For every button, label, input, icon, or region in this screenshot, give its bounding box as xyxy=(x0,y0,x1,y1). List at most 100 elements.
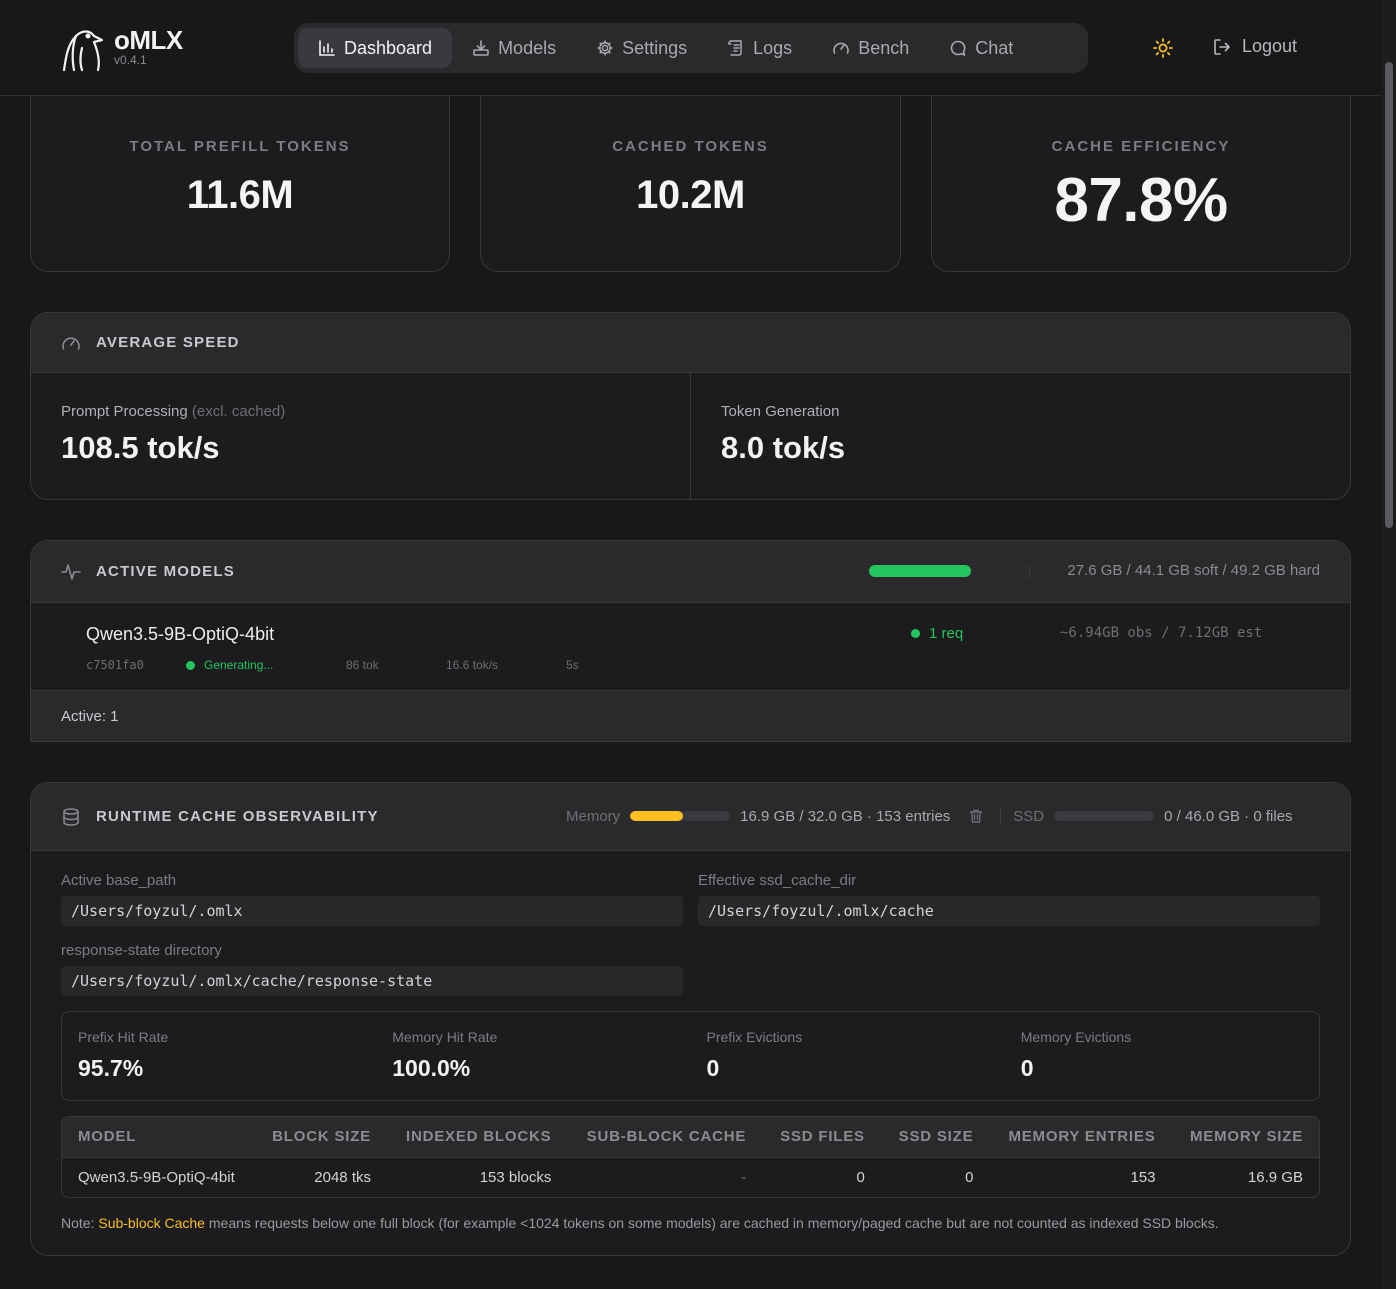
cache-note: Note: Sub-block Cache means requests bel… xyxy=(61,1215,1219,1231)
request-count-label: 1 req xyxy=(929,625,964,642)
model-id: c7501fa0 xyxy=(86,658,144,672)
nav-dashboard-label: Dashboard xyxy=(344,37,433,58)
logout-label: Logout xyxy=(1242,36,1298,56)
nav-models-label: Models xyxy=(498,37,557,58)
activity-icon xyxy=(61,562,81,582)
nav-bench[interactable]: Bench xyxy=(812,28,929,68)
base-path-field[interactable]: /Users/foyzul/.omlx xyxy=(61,896,683,926)
stat-value: 11.6M xyxy=(186,173,294,217)
panel-title: RUNTIME CACHE OBSERVABILITY xyxy=(96,808,379,825)
metric-value: 0 xyxy=(1020,1055,1034,1081)
prompt-processing-stat: Prompt Processing (excl. cached) 108.5 t… xyxy=(31,373,690,499)
nav-models[interactable]: Models xyxy=(452,28,576,68)
stat-label: CACHE EFFICIENCY xyxy=(1051,138,1231,155)
stat-label: TOTAL PREFILL TOKENS xyxy=(129,138,351,155)
app-version: v0.4.1 xyxy=(114,53,147,67)
active-models-panel: ACTIVE MODELS 27.6 GB / 44.1 GB soft / 4… xyxy=(30,540,1351,742)
memory-cache-fill xyxy=(630,811,684,821)
metric-prefix-hit-rate: Prefix Hit Rate 95.7% xyxy=(62,1012,376,1100)
stat-card-efficiency: CACHE EFFICIENCY 87.8% xyxy=(931,96,1351,272)
stat-value: 87.8% xyxy=(1054,166,1228,235)
database-icon xyxy=(61,807,81,827)
nav-bench-label: Bench xyxy=(858,37,910,58)
column-header[interactable]: SSD FILES xyxy=(762,1117,881,1158)
table-row[interactable]: Qwen3.5-9B-OptiQ-4bit 2048 tks 153 block… xyxy=(62,1157,1319,1197)
request-count: 1 req xyxy=(911,625,963,642)
trash-icon xyxy=(970,809,983,823)
ssd-cache-bar xyxy=(1054,811,1155,821)
nav-chat[interactable]: Chat xyxy=(929,28,1033,68)
metric-prefix-evictions: Prefix Evictions 0 xyxy=(691,1012,1005,1100)
metric-label: Prefix Hit Rate xyxy=(78,1029,169,1045)
nav-dashboard[interactable]: Dashboard xyxy=(298,28,453,68)
metric-value: 100.0% xyxy=(392,1055,471,1081)
gauge-icon xyxy=(832,39,850,57)
metric-memory-hit-rate: Memory Hit Rate 100.0% xyxy=(376,1012,690,1100)
divider xyxy=(1029,565,1030,579)
memory-usage-fill xyxy=(869,565,971,577)
nav-logs[interactable]: Logs xyxy=(707,28,812,68)
memory-cache-label: Memory xyxy=(566,807,621,825)
panel-header: RUNTIME CACHE OBSERVABILITY Memory 16.9 … xyxy=(31,783,1350,851)
metric-label: Prefix Evictions xyxy=(706,1029,803,1045)
model-name: Qwen3.5-9B-OptiQ-4bit xyxy=(86,624,275,644)
panel-title: ACTIVE MODELS xyxy=(96,563,235,580)
memory-usage-bar xyxy=(869,565,971,577)
stat-label: CACHED TOKENS xyxy=(612,138,769,155)
average-speed-panel: AVERAGE SPEED Prompt Processing (excl. c… xyxy=(30,312,1351,500)
penguin-logo-icon xyxy=(62,30,104,72)
metric-label: Memory Evictions xyxy=(1020,1029,1132,1045)
gen-value: 8.0 tok/s xyxy=(721,430,846,465)
runtime-cache-panel: RUNTIME CACHE OBSERVABILITY Memory 16.9 … xyxy=(30,782,1351,1256)
chat-icon xyxy=(949,39,967,57)
column-header[interactable]: MEMORY ENTRIES xyxy=(989,1117,1172,1158)
nav-chat-label: Chat xyxy=(975,37,1014,58)
scrollbar-thumb[interactable] xyxy=(1385,62,1393,528)
column-header[interactable]: BLOCK SIZE xyxy=(253,1117,387,1158)
gauge-icon xyxy=(61,333,81,353)
table-cell: 16.9 GB xyxy=(1247,1168,1303,1186)
panel-title: AVERAGE SPEED xyxy=(96,334,240,351)
memory-obs-est: ~6.94GB obs / 7.12GB est xyxy=(1060,625,1263,641)
bar-chart-icon xyxy=(318,39,336,57)
active-count: Active: 1 xyxy=(31,691,1350,741)
model-row[interactable]: Qwen3.5-9B-OptiQ-4bit 1 req ~6.94GB obs … xyxy=(31,603,1350,691)
response-dir-field[interactable]: /Users/foyzul/.omlx/cache/response-state xyxy=(61,966,683,996)
column-header[interactable]: MODEL xyxy=(62,1117,254,1158)
column-header[interactable]: SUB-BLOCK CACHE xyxy=(567,1117,763,1158)
table-cell: 0 xyxy=(965,1168,974,1186)
table-cell: Qwen3.5-9B-OptiQ-4bit xyxy=(78,1168,235,1186)
ssd-dir-field[interactable]: /Users/foyzul/.omlx/cache xyxy=(698,896,1320,926)
note-prefix: Note: xyxy=(61,1215,95,1231)
ssd-cache-label: SSD xyxy=(1013,807,1045,825)
stat-card-prefill: TOTAL PREFILL TOKENS 11.6M xyxy=(30,96,450,272)
panel-header: AVERAGE SPEED xyxy=(31,313,1350,373)
divider xyxy=(1000,807,1002,825)
metric-label: Memory Hit Rate xyxy=(392,1029,498,1045)
token-generation-stat: Token Generation 8.0 tok/s xyxy=(690,373,1350,499)
memory-cache-bar xyxy=(630,811,731,821)
prompt-value: 108.5 tok/s xyxy=(61,430,220,465)
scroll-icon xyxy=(727,39,745,57)
column-header[interactable]: SSD SIZE xyxy=(880,1117,990,1158)
elapsed-time: 5s xyxy=(566,658,579,672)
memory-usage-text: 27.6 GB / 44.1 GB soft / 49.2 GB hard xyxy=(1067,562,1320,579)
cache-metrics: Prefix Hit Rate 95.7% Memory Hit Rate 10… xyxy=(61,1011,1320,1101)
table-header-row: MODEL BLOCK SIZE INDEXED BLOCKS SUB-BLOC… xyxy=(62,1117,1319,1158)
metric-value: 0 xyxy=(706,1055,720,1081)
column-header[interactable]: MEMORY SIZE xyxy=(1171,1117,1319,1158)
nav-settings[interactable]: Settings xyxy=(576,28,707,68)
clear-cache-button[interactable] xyxy=(968,808,984,824)
table-cell: 153 blocks xyxy=(479,1168,552,1186)
prompt-label: Prompt Processing xyxy=(61,403,188,420)
generation-status-label: Generating... xyxy=(204,658,274,672)
theme-toggle-button[interactable] xyxy=(1151,36,1175,60)
app-logo[interactable]: oMLX v0.4.1 xyxy=(58,26,183,72)
gear-icon xyxy=(596,39,614,57)
sun-icon xyxy=(1153,38,1173,58)
logout-button[interactable]: Logout xyxy=(1212,36,1297,57)
prompt-note: (excl. cached) xyxy=(191,403,286,420)
column-header[interactable]: INDEXED BLOCKS xyxy=(387,1117,568,1158)
note-text: means requests below one full block (for… xyxy=(208,1215,1219,1231)
cache-table: MODEL BLOCK SIZE INDEXED BLOCKS SUB-BLOC… xyxy=(61,1116,1320,1198)
